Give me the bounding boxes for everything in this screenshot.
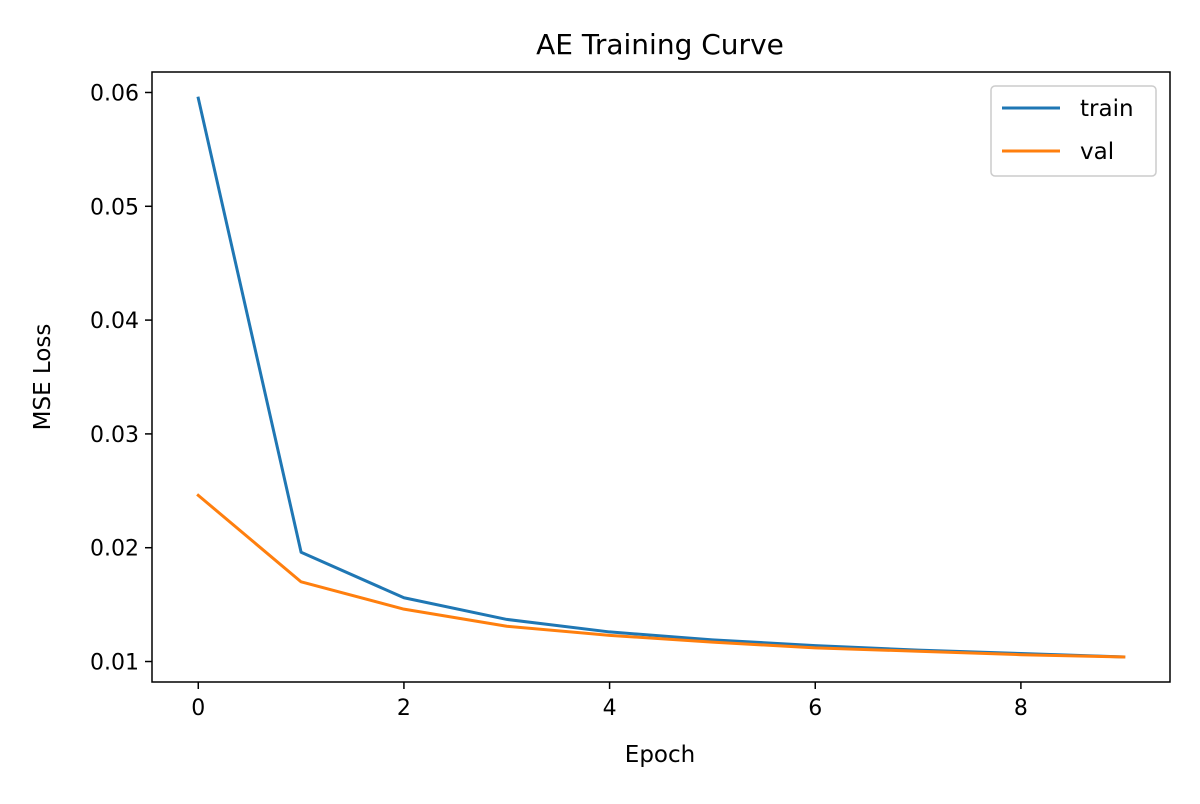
x-tick-label: 0 bbox=[191, 696, 205, 721]
x-tick-label: 2 bbox=[397, 696, 411, 721]
y-tick-label: 0.03 bbox=[90, 423, 139, 448]
y-tick-label: 0.01 bbox=[90, 651, 139, 676]
y-tick-label: 0.02 bbox=[90, 537, 139, 562]
x-tick-label: 6 bbox=[808, 696, 822, 721]
y-tick-label: 0.06 bbox=[90, 81, 139, 106]
legend-label-val: val bbox=[1080, 139, 1114, 165]
x-tick-label: 4 bbox=[603, 696, 617, 721]
y-tick-label: 0.05 bbox=[90, 195, 139, 220]
y-axis-label: MSE Loss bbox=[30, 324, 56, 431]
x-tick-label: 8 bbox=[1014, 696, 1028, 721]
legend-label-train: train bbox=[1080, 96, 1134, 122]
legend: train val bbox=[990, 85, 1157, 177]
series-line-val bbox=[196, 493, 1126, 659]
y-tick-label: 0.04 bbox=[90, 309, 139, 334]
chart-title: AE Training Curve bbox=[536, 28, 784, 61]
x-axis-label: Epoch bbox=[625, 742, 695, 768]
plot-area: 0 2 4 6 8 0.01 0.02 0.03 0.04 0.05 0.06 train val bbox=[90, 71, 1171, 721]
